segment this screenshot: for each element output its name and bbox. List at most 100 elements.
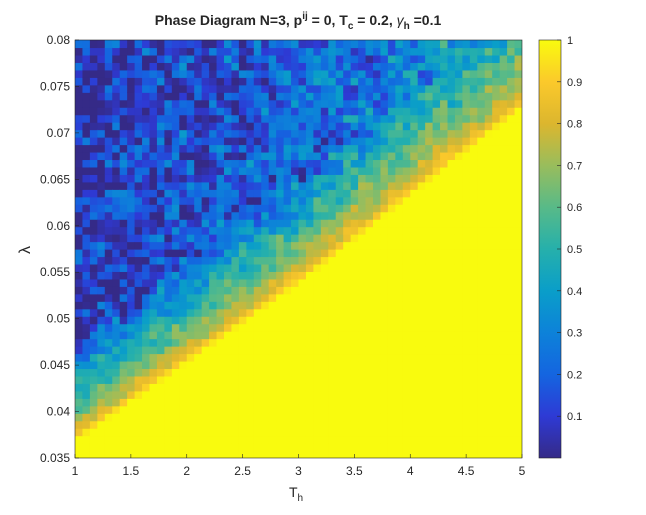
heatmap-cell — [514, 435, 522, 444]
heatmap-cell — [402, 211, 411, 220]
heatmap-cell — [492, 114, 501, 123]
heatmap-cell — [268, 443, 277, 452]
heatmap-cell — [417, 166, 426, 175]
heatmap-cell — [402, 353, 411, 362]
heatmap-cell — [238, 181, 247, 190]
heatmap-cell — [477, 219, 486, 228]
heatmap-cell — [469, 54, 478, 63]
heatmap-cell — [492, 122, 501, 131]
heatmap-cell — [298, 189, 307, 198]
heatmap-cell — [298, 77, 307, 86]
heatmap-cell — [134, 323, 143, 332]
heatmap-cell — [179, 129, 188, 138]
heatmap-cell — [298, 84, 307, 93]
heatmap-cell — [387, 107, 396, 116]
heatmap-cell — [246, 368, 255, 377]
heatmap-cell — [75, 249, 84, 258]
heatmap-cell — [253, 383, 262, 392]
heatmap-cell — [484, 435, 493, 444]
heatmap-cell — [469, 323, 478, 332]
heatmap-cell — [97, 137, 106, 146]
heatmap-cell — [305, 316, 314, 325]
heatmap-cell — [402, 271, 411, 280]
heatmap-cell — [410, 241, 419, 250]
heatmap-cell — [119, 69, 128, 78]
heatmap-cell — [75, 428, 84, 437]
heatmap-cell — [477, 129, 486, 138]
heatmap-cell — [194, 196, 203, 205]
heatmap-cell — [104, 77, 113, 86]
heatmap-cell — [179, 144, 188, 153]
heatmap-cell — [224, 211, 233, 220]
heatmap-cell — [112, 331, 121, 340]
heatmap-cell — [298, 174, 307, 183]
heatmap-cell — [425, 301, 434, 310]
heatmap-cell — [246, 241, 255, 250]
heatmap-cell — [320, 69, 329, 78]
heatmap-cell — [186, 278, 195, 287]
heatmap-cell — [119, 47, 128, 56]
heatmap-cell — [119, 263, 128, 272]
heatmap-cell — [291, 241, 300, 250]
heatmap-cell — [350, 443, 359, 452]
heatmap-cell — [477, 271, 486, 280]
heatmap-cell — [104, 99, 113, 108]
heatmap-cell — [238, 99, 247, 108]
heatmap-cell — [402, 159, 411, 168]
heatmap-cell — [164, 323, 173, 332]
heatmap-cell — [492, 405, 501, 414]
heatmap-cell — [447, 137, 456, 146]
heatmap-cell — [119, 428, 128, 437]
heatmap-cell — [440, 331, 449, 340]
heatmap-cell — [447, 181, 456, 190]
heatmap-cell — [89, 62, 98, 71]
heatmap-cell — [387, 129, 396, 138]
heatmap-cell — [417, 47, 426, 56]
heatmap-cell — [350, 256, 359, 265]
heatmap-cell — [358, 263, 367, 272]
heatmap-cell — [186, 69, 195, 78]
heatmap-cell — [268, 181, 277, 190]
heatmap-cell — [328, 226, 337, 235]
heatmap-cell — [238, 114, 247, 123]
heatmap-cell — [164, 390, 173, 399]
heatmap-cell — [380, 390, 389, 399]
heatmap-cell — [507, 368, 516, 377]
heatmap-cell — [328, 323, 337, 332]
heatmap-cell — [343, 99, 352, 108]
heatmap-cell — [484, 144, 493, 153]
heatmap-cell — [499, 129, 508, 138]
heatmap-cell — [410, 226, 419, 235]
heatmap-cell — [343, 443, 352, 452]
heatmap-cell — [335, 144, 344, 153]
heatmap-cell — [447, 219, 456, 228]
heatmap-cell — [89, 256, 98, 265]
heatmap-cell — [380, 181, 389, 190]
heatmap-cell — [484, 323, 493, 332]
heatmap-cell — [156, 77, 165, 86]
heatmap-cell — [477, 390, 486, 399]
heatmap-cell — [507, 398, 516, 407]
heatmap-cell — [224, 174, 233, 183]
heatmap-cell — [343, 316, 352, 325]
heatmap-cell — [454, 151, 463, 161]
heatmap-cell — [298, 144, 307, 153]
heatmap-cell — [179, 99, 188, 108]
heatmap-cell — [380, 428, 389, 437]
heatmap-cell — [179, 47, 188, 56]
heatmap-cell — [313, 278, 322, 287]
heatmap-cell — [492, 308, 501, 317]
heatmap-cell — [246, 77, 255, 86]
heatmap-cell — [350, 405, 359, 414]
heatmap-cell — [380, 99, 389, 108]
heatmap-cell — [201, 405, 210, 414]
heatmap-cell — [112, 114, 121, 123]
heatmap-cell — [320, 278, 329, 287]
heatmap-cell — [127, 241, 136, 250]
heatmap-cell — [358, 122, 367, 131]
heatmap-cell — [149, 375, 158, 384]
heatmap-cell — [97, 47, 106, 56]
heatmap-cell — [373, 346, 382, 355]
heatmap-cell — [119, 62, 128, 71]
heatmap-cell — [499, 301, 508, 310]
